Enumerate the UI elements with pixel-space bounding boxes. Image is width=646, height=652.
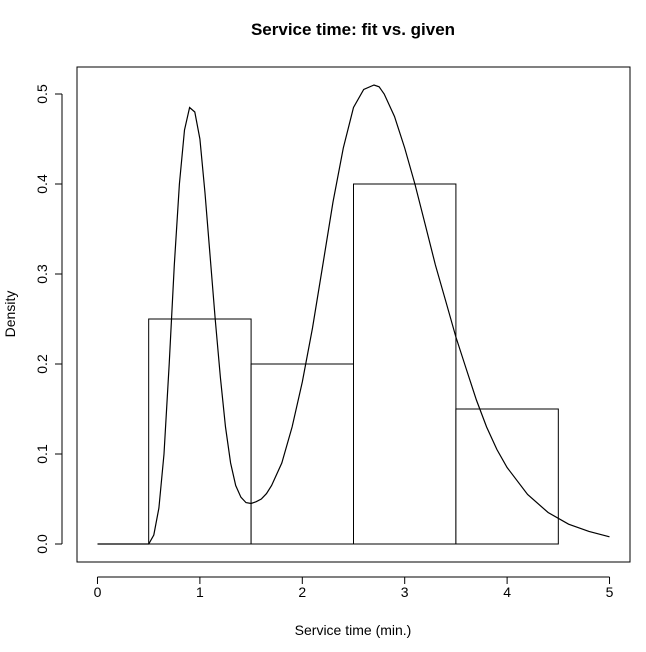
histogram-bar-1 — [148, 318, 252, 545]
histogram-bar-4 — [455, 408, 559, 545]
x-axis-label: Service time (min.) — [295, 622, 412, 638]
x-tick-label: 5 — [606, 584, 614, 600]
x-tick-label: 1 — [196, 584, 204, 600]
histogram-bar-2 — [250, 363, 354, 545]
x-tick-label: 2 — [298, 584, 306, 600]
y-axis: 0.0 0.1 0.2 0.3 0.4 0.5 — [34, 84, 63, 554]
x-tick-label: 0 — [94, 584, 102, 600]
x-tick-label: 4 — [503, 584, 511, 600]
x-tick-label: 3 — [401, 584, 409, 600]
y-tick-label: 0.5 — [34, 84, 50, 104]
x-axis: 0 1 2 3 4 5 — [94, 576, 614, 600]
y-tick-label: 0.2 — [34, 354, 50, 374]
y-tick-label: 0.3 — [34, 264, 50, 284]
y-tick-label: 0.1 — [34, 444, 50, 464]
histogram-bar-3 — [353, 183, 457, 545]
fitted-density-curve — [97, 84, 610, 545]
y-axis-label: Density — [2, 291, 18, 338]
y-tick-label: 0.0 — [34, 534, 50, 554]
plot-frame — [76, 66, 631, 563]
chart-title: Service time: fit vs. given — [251, 20, 455, 39]
y-tick-label: 0.4 — [34, 174, 50, 194]
histogram-bars — [148, 183, 559, 545]
